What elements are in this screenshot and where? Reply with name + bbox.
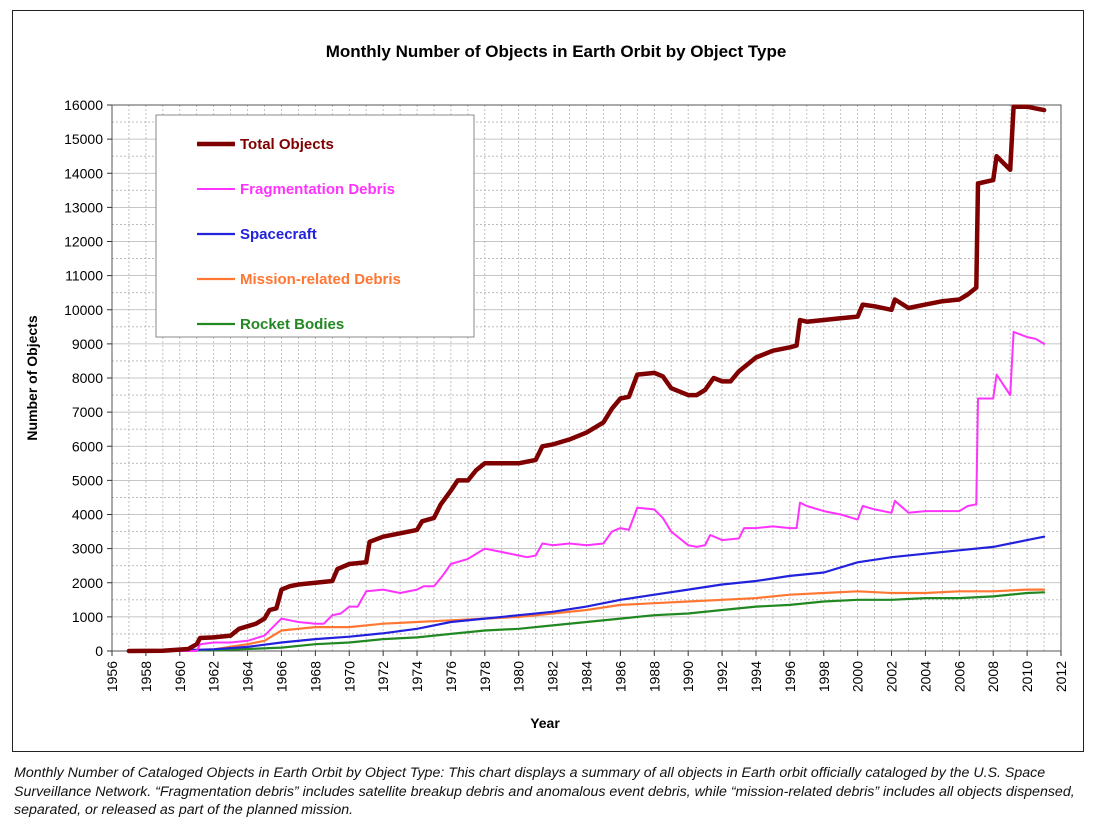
y-tick-label: 5000 <box>72 472 103 488</box>
x-tick-label: 1968 <box>307 661 323 692</box>
y-tick-label: 13000 <box>64 199 103 215</box>
y-tick-label: 4000 <box>72 507 103 523</box>
y-tick-label: 11000 <box>65 268 103 284</box>
x-tick-label: 2012 <box>1053 661 1069 692</box>
legend-box <box>155 114 475 338</box>
x-tick-label: 2010 <box>1019 661 1035 692</box>
x-tick-label: 1984 <box>579 661 595 692</box>
y-tick-label: 12000 <box>64 234 103 250</box>
y-tick-label: 0 <box>95 643 103 659</box>
figure-caption: Monthly Number of Cataloged Objects in E… <box>14 765 1075 818</box>
x-tick-label: 2002 <box>884 661 900 692</box>
x-tick-label: 1990 <box>680 661 696 692</box>
x-tick-label: 1982 <box>545 661 561 692</box>
y-tick-label: 15000 <box>64 131 103 147</box>
x-tick-label: 1956 <box>104 661 120 692</box>
series-line-rocket-bodies <box>127 591 1046 653</box>
chart-frame: Monthly Number of Objects in Earth Orbit… <box>12 10 1084 752</box>
x-tick-label: 1970 <box>341 661 357 692</box>
x-tick-label: 1992 <box>714 661 730 692</box>
y-tick-label: 3000 <box>72 541 103 557</box>
series-line-spacecraft <box>127 535 1046 653</box>
x-tick-label: 1996 <box>782 661 798 692</box>
x-tick-label: 1964 <box>240 661 256 692</box>
chart-title: Monthly Number of Objects in Earth Orbit… <box>326 42 787 61</box>
x-tick-label: 1972 <box>375 661 391 692</box>
y-tick-label: 10000 <box>64 302 103 318</box>
y-tick-label: 6000 <box>72 438 103 454</box>
x-tick-label: 1962 <box>206 661 222 692</box>
x-tick-label: 1966 <box>273 661 289 692</box>
x-tick-label: 1986 <box>612 661 628 692</box>
y-tick-label: 2000 <box>72 575 103 591</box>
y-tick-label: 8000 <box>72 370 103 386</box>
x-axis-label: Year <box>530 715 560 731</box>
y-tick-label: 9000 <box>72 336 103 352</box>
x-tick-label: 2004 <box>917 661 933 692</box>
x-tick-label: 1988 <box>646 661 662 692</box>
series-line-mission-related-debris <box>127 588 1046 653</box>
series-line-total-objects <box>126 104 1047 654</box>
legend-label: Total Objects <box>240 136 334 153</box>
x-tick-label: 1980 <box>511 661 527 692</box>
legend: Total Objects Fragmentation Debris Spacecr… <box>155 114 475 338</box>
legend-label: Rocket Bodies <box>240 316 344 333</box>
legend-label: Mission-related Debris <box>240 271 401 288</box>
x-axis-ticks: 1956 1958 1960 1962 1964 1966 1968 1970 1972 1974… <box>104 651 1069 692</box>
chart: Monthly Number of Objects in Earth Orbit… <box>24 42 1069 731</box>
x-tick-label: 1976 <box>443 661 459 692</box>
x-tick-label: 2006 <box>951 661 967 692</box>
x-tick-label: 1958 <box>138 661 154 692</box>
legend-label: Fragmentation Debris <box>240 181 395 198</box>
y-axis-ticks: 0 1000 2000 3000 4000 5000 6000 7000 8000 9000 100… <box>64 97 112 659</box>
x-tick-label: 1974 <box>409 661 425 692</box>
x-tick-label: 1960 <box>172 661 188 692</box>
y-tick-label: 14000 <box>64 165 103 181</box>
y-tick-label: 16000 <box>64 97 103 113</box>
y-tick-label: 1000 <box>72 609 103 625</box>
series-lines <box>126 104 1047 654</box>
series-line-fragmentation-debris <box>127 330 1046 652</box>
x-tick-label: 1978 <box>477 661 493 692</box>
x-tick-label: 1994 <box>748 661 764 692</box>
y-tick-label: 7000 <box>72 404 103 420</box>
x-tick-label: 1998 <box>816 661 832 692</box>
y-axis-label: Number of Objects <box>24 315 40 440</box>
x-tick-label: 2008 <box>985 661 1001 692</box>
legend-label: Spacecraft <box>240 226 317 243</box>
x-tick-label: 2000 <box>850 661 866 692</box>
